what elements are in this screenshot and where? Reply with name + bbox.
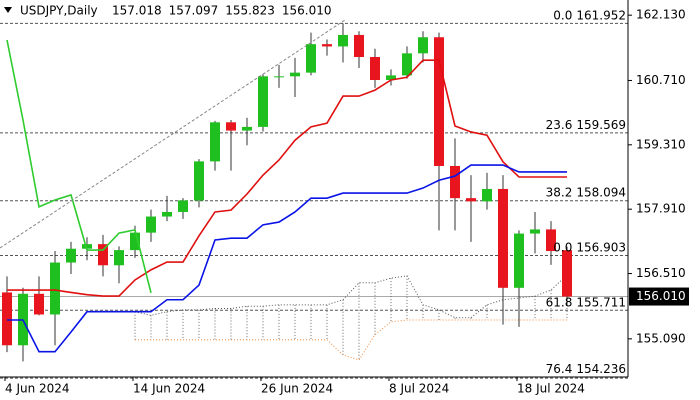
indicator-line xyxy=(6,39,152,294)
candle-body xyxy=(146,216,156,233)
candle-body xyxy=(322,44,332,47)
fib-price: 159.569 xyxy=(576,117,626,131)
candle-body xyxy=(162,211,172,217)
indicator-line xyxy=(7,164,567,353)
y-tick-label: 156.510 xyxy=(636,266,686,280)
candle-body xyxy=(114,250,124,266)
candle-body xyxy=(226,122,236,131)
candle-body xyxy=(82,244,92,249)
cloud-span xyxy=(135,319,567,361)
fib-level: 61.8 xyxy=(546,295,573,309)
candle-body xyxy=(306,44,316,73)
candle-body xyxy=(50,262,60,315)
y-tick-label: 162.130 xyxy=(636,8,686,22)
fib-label: 0.0 161.952 xyxy=(553,8,626,22)
candle-body xyxy=(210,122,220,162)
candle-body xyxy=(386,75,396,80)
candle-body xyxy=(242,126,252,131)
cloud-span xyxy=(134,274,568,319)
fib-price: 158.094 xyxy=(576,185,626,199)
x-tick-label: 8 Jul 2024 xyxy=(389,382,449,396)
candle-body xyxy=(178,200,188,212)
fib-label: 76.4 154.236 xyxy=(546,362,626,376)
candle-body xyxy=(290,72,300,77)
candle-body xyxy=(66,248,76,263)
candle-body xyxy=(418,37,428,54)
fib-label: 38.2 158.094 xyxy=(546,185,626,199)
fib-price: 156.903 xyxy=(576,240,626,254)
y-tick-label: 160.710 xyxy=(636,73,686,87)
candle-body xyxy=(34,293,44,315)
fib-level: 0.0 xyxy=(553,240,572,254)
last-price-label: 156.010 xyxy=(636,289,686,303)
candle-body xyxy=(498,188,508,288)
candle-body xyxy=(194,161,204,201)
candle-body xyxy=(2,292,12,346)
menu-triangle xyxy=(4,7,12,13)
y-tick-label: 155.090 xyxy=(636,331,686,345)
quote-value: 155.823 xyxy=(225,4,275,18)
candle-body xyxy=(98,244,108,266)
fib-level: 23.6 xyxy=(546,117,573,131)
candle-body xyxy=(434,37,444,166)
fib-label: 0.0 156.903 xyxy=(553,240,626,254)
y-tick-label: 159.310 xyxy=(636,137,686,151)
quote-value: 157.018 xyxy=(112,4,162,18)
fib-label: 61.8 155.711 xyxy=(546,295,626,309)
candle-body xyxy=(482,188,492,202)
y-tick-label: 157.910 xyxy=(636,202,686,216)
candle-body xyxy=(562,250,572,297)
candle-body xyxy=(530,229,540,234)
candle-body xyxy=(354,34,364,58)
candle-body xyxy=(402,53,412,76)
fib-level: 76.4 xyxy=(546,362,573,376)
fib-label: 23.6 159.569 xyxy=(546,117,626,131)
chart-title: USDJPY,Daily xyxy=(20,4,98,18)
candle-body xyxy=(514,233,524,288)
candle-body xyxy=(338,34,348,47)
fib-level: 38.2 xyxy=(546,185,573,199)
fib-level: 0.0 xyxy=(553,8,572,22)
candle-body xyxy=(130,232,140,251)
candle-body xyxy=(546,229,556,252)
plot-area xyxy=(0,22,628,379)
indicator-line xyxy=(7,59,567,297)
quote-value: 157.097 xyxy=(169,4,219,18)
candle-body xyxy=(450,165,460,199)
fib-price: 161.952 xyxy=(576,8,626,22)
x-tick-label: 26 Jun 2024 xyxy=(261,382,333,396)
trend-line xyxy=(0,19,346,249)
last-price-box xyxy=(629,287,689,306)
x-tick-label: 4 Jun 2024 xyxy=(5,382,70,396)
fib-price: 155.711 xyxy=(576,295,626,309)
candle-body xyxy=(258,76,268,127)
fib-price: 154.236 xyxy=(576,362,626,376)
candle-body xyxy=(466,198,476,202)
quote: 157.018 157.097 155.823 156.010 xyxy=(112,4,332,18)
x-tick-label: 18 Jul 2024 xyxy=(517,382,585,396)
x-tick-label: 14 Jun 2024 xyxy=(133,382,205,396)
quote-value: 156.010 xyxy=(282,4,332,18)
candle-body xyxy=(274,76,284,78)
candle-body xyxy=(370,57,380,80)
